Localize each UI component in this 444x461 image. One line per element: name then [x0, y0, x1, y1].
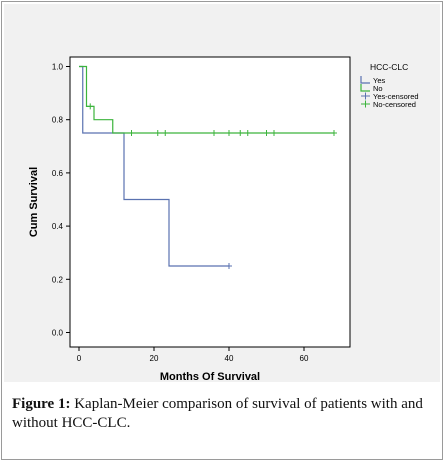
censor-mark-no — [237, 130, 244, 136]
axes: 0.0 0.2 0.4 0.6 0.8 1.0 0 20 40 60 — [52, 63, 309, 364]
legend-key-no — [360, 84, 370, 92]
y-tick-label: 0.4 — [52, 222, 64, 231]
chart-panel: 0.0 0.2 0.4 0.6 0.8 1.0 0 20 40 60 HCC-CLC Yes No Ye… — [4, 4, 440, 382]
figure-caption: Figure 1: Kaplan-Meier comparison of sur… — [12, 395, 432, 433]
censor-mark-no — [271, 130, 277, 136]
legend-key-yes — [360, 76, 370, 84]
y-tick-label: 0.0 — [52, 329, 64, 338]
censor-mark-no — [226, 130, 232, 136]
censor-mark-no — [154, 130, 161, 136]
y-axis-label: Cum Survival — [28, 167, 40, 237]
censor-mark-yes — [226, 263, 232, 269]
y-tick-label: 1.0 — [52, 63, 64, 72]
censor-mark-no — [211, 130, 217, 136]
censor-mark-no — [128, 130, 135, 136]
caption-text: Kaplan-Meier comparison of survival of p… — [12, 396, 423, 431]
censor-mark-no — [162, 130, 169, 136]
legend-key-no-censored — [361, 100, 370, 108]
x-tick-label: 60 — [300, 354, 309, 363]
caption-label: Figure 1: — [12, 396, 71, 412]
km-chart: 0.0 0.2 0.4 0.6 0.8 1.0 0 20 40 60 HCC-CLC YesNoYe… — [28, 56, 419, 382]
x-axis-label: Months Of Survival — [160, 371, 260, 382]
legend-title: HCC-CLC — [370, 62, 408, 72]
series-line-no — [79, 65, 334, 134]
y-tick-label: 0.6 — [52, 169, 64, 178]
plot-area — [69, 56, 351, 348]
series-line-yes — [79, 65, 229, 267]
series-group — [79, 65, 337, 269]
x-tick-label: 0 — [77, 354, 82, 363]
legend-key-yes-censored — [361, 92, 370, 100]
censor-mark-no — [244, 130, 251, 136]
y-tick-label: 0.2 — [52, 275, 64, 284]
censor-mark-no — [331, 130, 337, 136]
censor-mark-no — [263, 130, 270, 136]
censor-mark-no — [87, 103, 94, 110]
legend-entry-label: No — [373, 84, 383, 93]
x-tick-label: 20 — [150, 354, 159, 363]
legend-entry-label: Yes-censored — [373, 92, 419, 101]
x-tick-label: 40 — [225, 354, 234, 363]
legend-entry-label: No-censored — [373, 100, 416, 109]
y-tick-label: 0.8 — [52, 116, 64, 125]
legend-entry-label: Yes — [373, 76, 385, 85]
